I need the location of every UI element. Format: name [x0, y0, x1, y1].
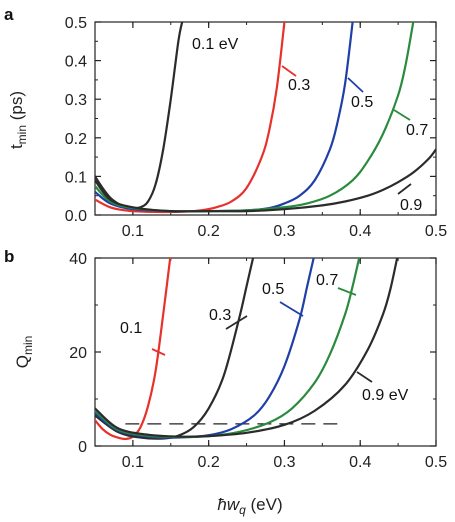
curve-label: 0.9 eV — [362, 387, 409, 404]
series-line-0.1 — [95, 258, 172, 441]
x-tick-label: 0.2 — [198, 454, 220, 471]
panel-a-ylabel: tmin (ps) — [7, 91, 29, 149]
curve-label: 0.7 — [406, 122, 428, 139]
curve-label: 0.5 — [351, 94, 373, 111]
x-tick-label: 0.3 — [273, 223, 295, 240]
y-tick-label: 0.5 — [65, 15, 87, 32]
y-tick-label: 20 — [69, 345, 87, 362]
y-tick-label: 0 — [78, 439, 87, 456]
x-tick-label: 0.5 — [425, 223, 447, 240]
series-line-0.1-eV — [95, 22, 184, 210]
curve-label-leader — [279, 301, 304, 317]
curve-label: 0.1 — [120, 320, 142, 337]
curve-label-leader — [397, 183, 412, 195]
curve-label-leader — [225, 315, 248, 330]
curve-label: 0.7 — [316, 272, 338, 289]
plot-frame — [94, 21, 437, 216]
panel-b-xlabel: ħwq (eV) — [217, 495, 282, 517]
panel-b-plot: 0.1 0.2 0.3 0.4 0.5 0 20 40 0.1 0.3 0.5 0.7 0.9 eV — [69, 251, 447, 471]
curve-label-leader — [151, 348, 166, 356]
curve-label: 0.5 — [262, 281, 284, 298]
y-tick-label: 0.1 — [65, 169, 87, 186]
y-tick-label: 0.0 — [65, 208, 87, 225]
x-tick-label: 0.5 — [425, 454, 447, 471]
curve-label-leader — [347, 77, 364, 93]
x-tick-label: 0.1 — [122, 454, 144, 471]
x-tick-label: 0.1 — [122, 223, 144, 240]
y-tick-label: 0.4 — [65, 54, 87, 71]
y-tick-label: 0.3 — [65, 92, 87, 109]
x-tick-label: 0.4 — [349, 454, 371, 471]
curve-label-leader — [281, 65, 297, 77]
series-line-0.3 — [95, 258, 255, 440]
curve-label: 0.3 — [209, 307, 231, 324]
curve-label-leader — [356, 371, 373, 383]
curve-label-leader — [393, 109, 411, 121]
series-line-0.7 — [95, 22, 415, 213]
panel-a-letter: a — [4, 5, 14, 24]
panel-b-ylabel: Qmin — [13, 336, 35, 369]
y-tick-label: 40 — [69, 251, 87, 268]
panel-a-plot: 0.1 0.2 0.3 0.4 0.5 0.0 0.1 0.2 0.3 0.4 0.5 0.1 eV 0… — [65, 15, 447, 240]
curve-label: 0.9 — [400, 197, 422, 214]
y-tick-label: 0.2 — [65, 131, 87, 148]
curve-label: 0.1 eV — [192, 36, 239, 53]
x-tick-label: 0.2 — [198, 223, 220, 240]
series-line-0.9-eV — [95, 258, 399, 438]
x-tick-label: 0.3 — [273, 454, 295, 471]
curve-label-leader — [337, 287, 357, 296]
curve-label: 0.3 — [288, 77, 310, 94]
series-line-0.9 — [95, 148, 436, 213]
panel-b-letter: b — [4, 247, 14, 266]
series-line-0.3 — [95, 22, 286, 214]
x-tick-label: 0.4 — [349, 223, 371, 240]
